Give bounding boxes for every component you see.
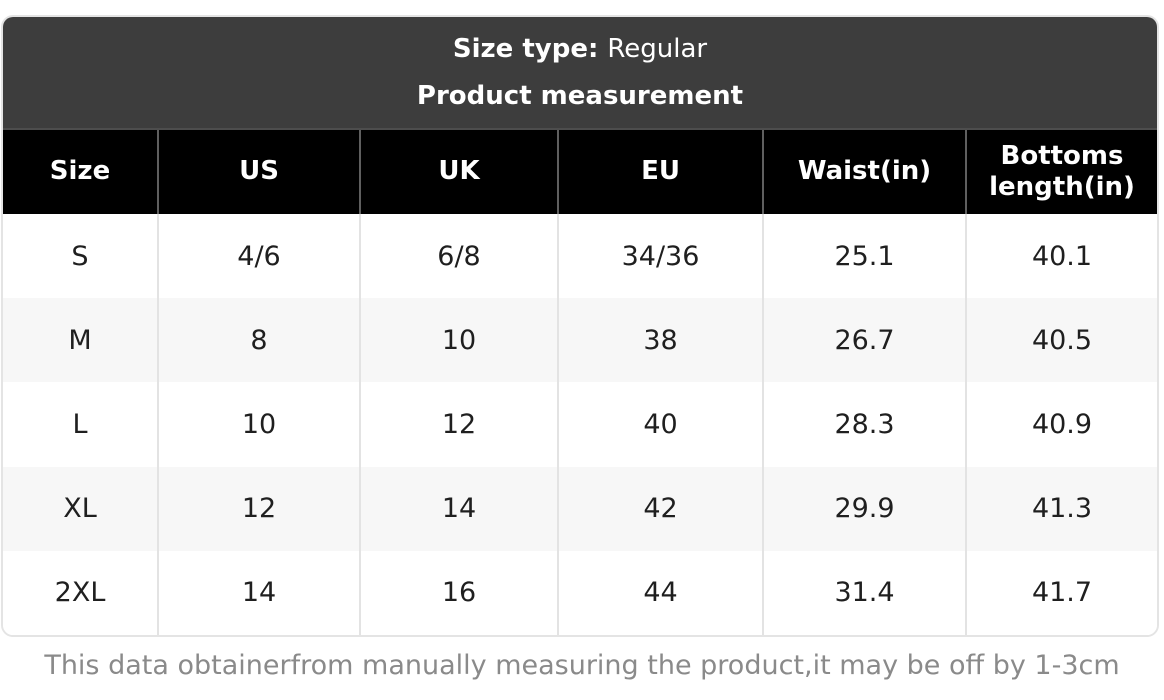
cell-bottoms-length: 40.1 [965, 214, 1157, 299]
cell-size: XL [63, 493, 97, 525]
cell-uk: 6/8 [359, 214, 557, 299]
header-cell-uk: UK [359, 130, 557, 214]
header-cell-eu: EU [557, 130, 762, 214]
cell-uk: 16 [359, 550, 557, 635]
cell-uk: 12 [359, 382, 557, 467]
cell-bottoms-length: 40.5 [965, 298, 1157, 383]
cell-us: 4/6 [157, 214, 359, 299]
table-row-l: L 10 12 40 28.3 40.9 [3, 382, 1157, 467]
banner: Size type: Regular Product measurement [3, 17, 1157, 128]
header-cell-size: Size [49, 156, 111, 187]
table-row-m: M 8 10 38 26.7 40.5 [3, 298, 1157, 383]
cell-bottoms-length: 41.3 [965, 466, 1157, 551]
cell-us: 12 [157, 466, 359, 551]
size-type-value: Regular [607, 34, 708, 64]
size-type-line: Size type: Regular [453, 34, 707, 64]
cell-waist: 25.1 [762, 214, 965, 299]
table-row-2xl: 2XL 14 16 44 31.4 41.7 [3, 550, 1157, 635]
banner-subtitle: Product measurement [416, 81, 744, 111]
cell-eu: 40 [557, 382, 762, 467]
cell-size: S [71, 240, 89, 272]
cell-eu: 34/36 [557, 214, 762, 299]
cell-waist: 29.9 [762, 466, 965, 551]
cell-size: L [72, 409, 88, 440]
measurement-disclaimer: This data obtainerfrom manually measurin… [44, 650, 1120, 681]
cell-size: M [68, 324, 92, 356]
cell-waist: 28.3 [762, 382, 965, 467]
cell-us: 14 [157, 550, 359, 635]
cell-eu: 42 [557, 466, 762, 551]
cell-us: 10 [157, 382, 359, 467]
cell-bottoms-length: 41.7 [965, 550, 1157, 635]
header-cell-waist: Waist(in) [762, 130, 965, 214]
table-row-xl: XL 12 14 42 29.9 41.3 [3, 466, 1157, 551]
cell-uk: 14 [359, 466, 557, 551]
cell-eu: 44 [557, 550, 762, 635]
cell-size: 2XL [54, 577, 106, 609]
header-cell-us: US [157, 130, 359, 214]
table-header-row: Size US UK EU Waist(in) Bottoms length(i… [3, 128, 1157, 214]
table-row-s: S 4/6 6/8 34/36 25.1 40.1 [3, 214, 1157, 299]
header-cell-bottoms-length: Bottoms length(in) [965, 130, 1157, 214]
cell-bottoms-length: 40.9 [965, 382, 1157, 467]
cell-eu: 38 [557, 298, 762, 383]
cell-us: 8 [157, 298, 359, 383]
cell-waist: 26.7 [762, 298, 965, 383]
cell-waist: 31.4 [762, 550, 965, 635]
table-body: S 4/6 6/8 34/36 25.1 40.1 M 8 10 38 26.7… [3, 214, 1157, 635]
cell-uk: 10 [359, 298, 557, 383]
size-chart-card: Size type: Regular Product measurement S… [1, 15, 1159, 637]
size-type-label: Size type: [452, 34, 599, 64]
